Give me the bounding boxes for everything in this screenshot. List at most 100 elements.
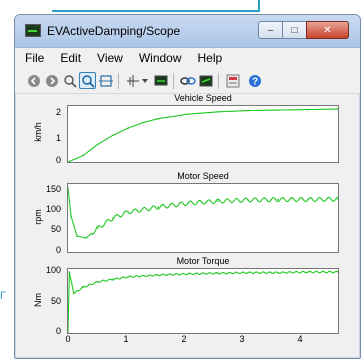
trace-point	[68, 187, 69, 189]
trace-line-2	[68, 270, 338, 333]
trace-point	[277, 271, 279, 274]
scope-window: EVActiveDamping/Scope – □ ✕ File Edit Vi…	[14, 14, 361, 359]
menu-file[interactable]: File	[25, 51, 45, 65]
y-tick: 2	[55, 107, 61, 117]
x-tick: 3	[239, 334, 245, 344]
trace-point	[157, 206, 159, 208]
trace-plot	[68, 108, 338, 162]
trace-point	[82, 154, 84, 157]
y-tick: 150	[45, 184, 61, 194]
trace-point	[307, 198, 309, 201]
trace-point	[217, 111, 219, 113]
background-accent-line	[258, 0, 260, 12]
menu-view[interactable]: View	[97, 51, 123, 65]
trace-plot	[68, 270, 338, 333]
trace-line-0	[68, 108, 338, 162]
trace-point	[187, 113, 189, 115]
save-icon[interactable]	[197, 72, 214, 89]
trace-point	[73, 292, 75, 295]
trace-point	[187, 202, 189, 204]
trace-point	[142, 121, 144, 124]
cursor-icon[interactable]	[124, 72, 141, 89]
trace-point	[157, 274, 159, 276]
x-tick: 1	[123, 334, 129, 344]
vehicle-speed-title: Vehicle Speed	[174, 93, 232, 103]
scope-app-icon	[25, 24, 41, 37]
close-button[interactable]: ✕	[306, 21, 349, 39]
trace-point	[127, 276, 129, 278]
trace-point	[127, 211, 129, 213]
dropdown-chevron-icon[interactable]	[140, 72, 150, 89]
maximize-button[interactable]: □	[282, 21, 307, 39]
menu-window[interactable]: Window	[138, 51, 182, 65]
trace-point	[70, 215, 72, 217]
trace-point	[85, 237, 87, 239]
trace-point	[97, 281, 99, 283]
y-tick: 50	[50, 296, 61, 306]
trace-point	[157, 117, 159, 120]
toolbar-separator	[218, 73, 219, 89]
minimize-button[interactable]: –	[258, 21, 283, 39]
trace-point	[97, 227, 99, 229]
title-bar[interactable]: EVActiveDamping/Scope – □ ✕	[15, 15, 360, 48]
trace-plot	[68, 187, 338, 239]
zoom-active-icon[interactable]	[79, 72, 96, 89]
trace-point	[247, 271, 249, 274]
trace-point	[127, 127, 129, 129]
zoom-icon[interactable]	[61, 72, 78, 89]
toolbar-separator	[173, 73, 174, 89]
x-tick: 2	[181, 334, 187, 344]
help-icon[interactable]: ?	[246, 72, 263, 89]
trace-point	[307, 108, 309, 111]
trace-point	[112, 278, 114, 281]
trace-point	[112, 134, 114, 137]
trace-point	[68, 271, 70, 273]
trace-point	[277, 109, 279, 111]
motor-torque-title: Motor Torque	[176, 256, 230, 266]
x-tick: 4	[297, 334, 303, 344]
properties-icon[interactable]	[224, 72, 241, 89]
vehicle-speed-axes[interactable]: Vehicle Speed	[67, 93, 339, 163]
trace-point	[217, 272, 219, 275]
motor-torque-axes[interactable]: Motor Torque	[67, 256, 339, 334]
menu-bar: File Edit View Window Help	[15, 48, 360, 68]
forward-icon[interactable]	[43, 72, 60, 89]
trace-point	[68, 161, 69, 162]
trace-point	[97, 143, 99, 145]
scope-plots: Vehicle Speed km/h 2 1 0 Motor Speed rpm…	[15, 93, 360, 358]
trace-point	[247, 199, 249, 201]
monitor-icon[interactable]	[152, 72, 169, 89]
trace-point	[82, 286, 84, 289]
motor-speed-title: Motor Speed	[177, 171, 229, 181]
pan-icon[interactable]	[97, 72, 114, 89]
trace-point	[68, 332, 69, 333]
y-tick: 100	[45, 204, 61, 214]
trace-point	[337, 198, 338, 200]
trace-point	[217, 200, 219, 202]
trace-point	[187, 273, 189, 275]
toolbar-separator	[118, 73, 119, 89]
trace-point	[337, 108, 338, 110]
x-tick: 0	[65, 334, 71, 344]
trace-line-1	[68, 187, 338, 239]
y-tick: 0	[55, 155, 61, 165]
trace-point	[247, 109, 249, 112]
trace-point	[307, 271, 309, 273]
menu-help[interactable]: Help	[197, 51, 223, 65]
motor-speed-axes[interactable]: Motor Speed	[67, 171, 339, 253]
link-icon[interactable]	[179, 72, 196, 89]
y-tick: 100	[45, 265, 61, 275]
trace-point	[337, 271, 338, 273]
y-tick: 50	[50, 224, 61, 234]
trace-point	[76, 235, 78, 237]
trace-point	[112, 217, 114, 219]
background-mark: Γ	[0, 290, 7, 302]
y-tick: 0	[55, 245, 61, 255]
toolbar: ?	[15, 68, 360, 94]
y-tick: 1	[55, 133, 61, 143]
menu-edit[interactable]: Edit	[60, 51, 82, 65]
background-accent-line	[52, 10, 260, 12]
back-icon[interactable]	[25, 72, 42, 89]
svg-text:?: ?	[251, 76, 257, 87]
window-title: EVActiveDamping/Scope	[47, 24, 181, 38]
